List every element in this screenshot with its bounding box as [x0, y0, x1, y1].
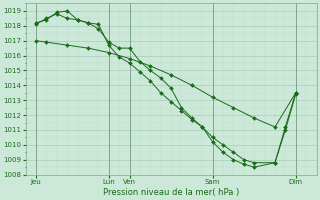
X-axis label: Pression niveau de la mer( hPa ): Pression niveau de la mer( hPa ) [103, 188, 239, 197]
